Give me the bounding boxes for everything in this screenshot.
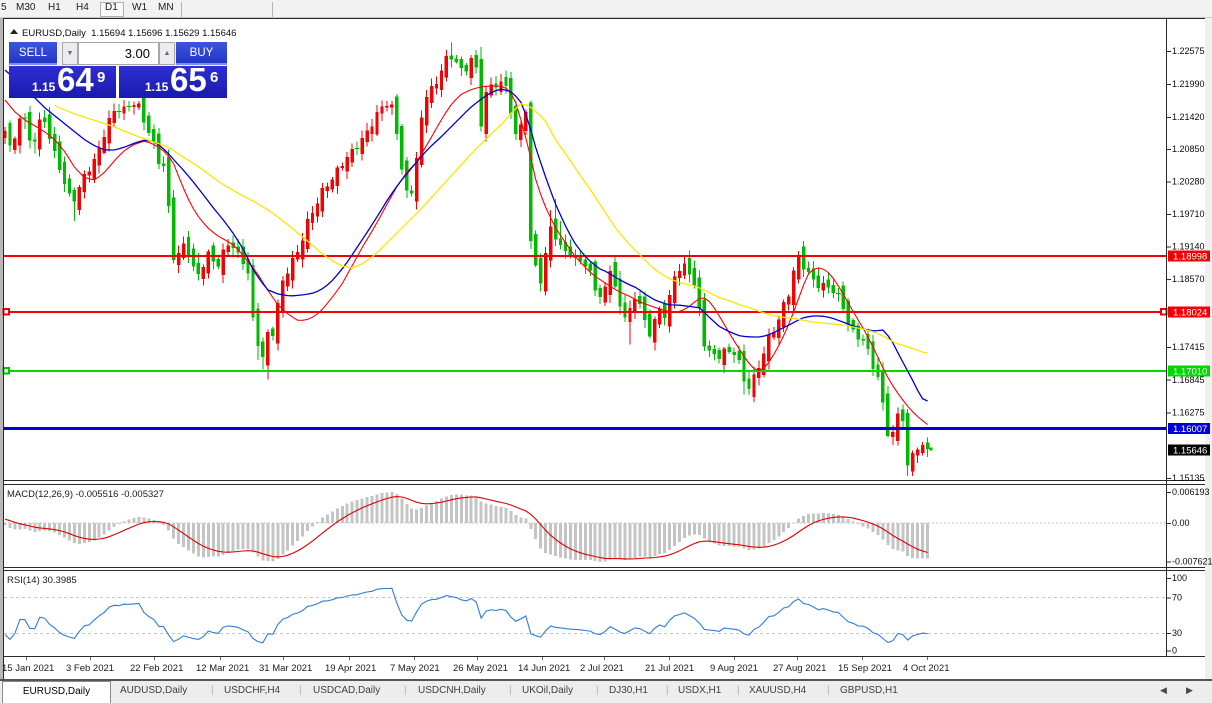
- svg-text:1.16275: 1.16275: [1172, 408, 1205, 418]
- svg-text:0.00: 0.00: [1172, 518, 1190, 528]
- svg-text:12 Mar 2021: 12 Mar 2021: [196, 663, 249, 674]
- svg-text:0.006193: 0.006193: [1172, 487, 1210, 497]
- svg-text:1.16845: 1.16845: [1172, 375, 1205, 385]
- svg-text:15 Sep 2021: 15 Sep 2021: [838, 663, 892, 674]
- svg-text:1.17415: 1.17415: [1172, 342, 1205, 352]
- svg-text:21 Jul 2021: 21 Jul 2021: [645, 663, 694, 674]
- svg-text:1.18998: 1.18998: [1173, 252, 1207, 263]
- svg-text:1.19710: 1.19710: [1172, 209, 1205, 219]
- svg-text:19 Apr 2021: 19 Apr 2021: [325, 663, 376, 674]
- svg-text:1.18024: 1.18024: [1173, 308, 1207, 319]
- svg-text:1.20280: 1.20280: [1172, 177, 1205, 187]
- svg-text:1.15646: 1.15646: [1173, 446, 1207, 457]
- svg-text:7 May 2021: 7 May 2021: [390, 663, 440, 674]
- svg-text:1.21990: 1.21990: [1172, 79, 1205, 89]
- svg-text:27 Aug 2021: 27 Aug 2021: [773, 663, 826, 674]
- svg-text:26 May 2021: 26 May 2021: [453, 663, 508, 674]
- svg-text:0: 0: [1172, 646, 1177, 656]
- svg-text:70: 70: [1172, 593, 1182, 603]
- svg-text:4 Oct 2021: 4 Oct 2021: [903, 663, 949, 674]
- svg-text:3 Feb 2021: 3 Feb 2021: [66, 663, 114, 674]
- svg-text:MACD(12,26,9) -0.005516 -0.005: MACD(12,26,9) -0.005516 -0.005327: [7, 489, 164, 500]
- svg-text:RSI(14) 30.3985: RSI(14) 30.3985: [7, 575, 77, 586]
- svg-text:2 Jul 2021: 2 Jul 2021: [580, 663, 624, 674]
- svg-text:EURUSD,Daily 1.15694 1.15696: EURUSD,Daily 1.15694 1.15696 1.15629 1.1…: [22, 28, 236, 39]
- svg-text:30: 30: [1172, 628, 1182, 638]
- svg-text:1.22575: 1.22575: [1172, 46, 1205, 56]
- svg-text:-0.007621: -0.007621: [1172, 557, 1212, 567]
- svg-text:31 Mar 2021: 31 Mar 2021: [259, 663, 312, 674]
- svg-text:1.17010: 1.17010: [1173, 367, 1207, 378]
- svg-text:1.16007: 1.16007: [1173, 424, 1207, 435]
- svg-text:1.20850: 1.20850: [1172, 144, 1205, 154]
- svg-text:1.18570: 1.18570: [1172, 274, 1205, 284]
- svg-text:1.15135: 1.15135: [1172, 473, 1205, 483]
- svg-text:14 Jun 2021: 14 Jun 2021: [518, 663, 570, 674]
- svg-text:1.19140: 1.19140: [1172, 242, 1205, 252]
- svg-text:9 Aug 2021: 9 Aug 2021: [710, 663, 758, 674]
- svg-text:1.21420: 1.21420: [1172, 112, 1205, 122]
- svg-text:100: 100: [1172, 573, 1187, 583]
- svg-text:15 Jan 2021: 15 Jan 2021: [2, 663, 54, 674]
- svg-text:22 Feb 2021: 22 Feb 2021: [130, 663, 183, 674]
